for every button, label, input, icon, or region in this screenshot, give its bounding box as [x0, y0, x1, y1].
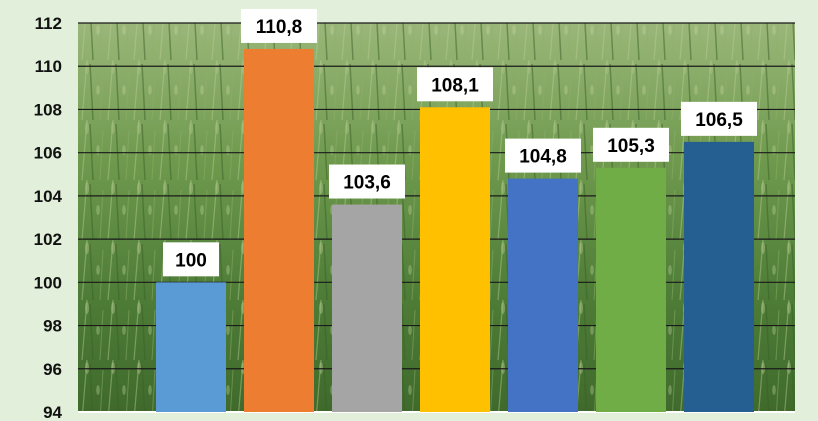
data-label-7: 106,5: [695, 110, 743, 131]
y-tick-label: 100: [34, 273, 62, 292]
data-label-5: 104,8: [519, 147, 567, 168]
y-tick-label: 94: [43, 403, 62, 421]
bar-5: [508, 178, 578, 412]
y-tick-label: 102: [34, 230, 62, 249]
y-tick-label: 104: [34, 187, 63, 206]
data-label-box-5: [505, 138, 581, 173]
data-label-1: 100: [175, 250, 207, 271]
y-tick-label: 110: [35, 57, 62, 76]
bars: [156, 48, 754, 413]
data-label-box-1: [163, 242, 219, 277]
bar-2: [244, 48, 314, 412]
bar-1: [156, 282, 226, 412]
y-tick-label: 112: [35, 14, 62, 33]
y-tick-label: 106: [34, 144, 62, 163]
bar-6: [596, 167, 666, 412]
bar-7: [684, 141, 754, 412]
data-label-box-2: [241, 8, 317, 43]
data-label-box-7: [681, 101, 757, 136]
y-tick-label: 96: [43, 360, 62, 379]
data-label-box-6: [593, 127, 669, 162]
y-axis: 94 96 98 100 102 104 106 108 110 112: [34, 14, 63, 421]
bar-3: [332, 204, 402, 412]
data-label-2: 110,8: [256, 17, 303, 38]
y-tick-label: 98: [43, 317, 62, 336]
data-label-6: 105,3: [607, 136, 655, 157]
data-label-3: 103,6: [343, 173, 391, 194]
data-label-box-3: [329, 164, 405, 199]
bar-4: [420, 107, 490, 413]
data-labels: 100 110,8 103,6 108,1 104,8 105,3 106,5: [163, 8, 757, 277]
y-tick-label: 108: [34, 100, 62, 119]
data-label-box-4: [417, 67, 493, 102]
data-label-4: 108,1: [431, 75, 479, 96]
